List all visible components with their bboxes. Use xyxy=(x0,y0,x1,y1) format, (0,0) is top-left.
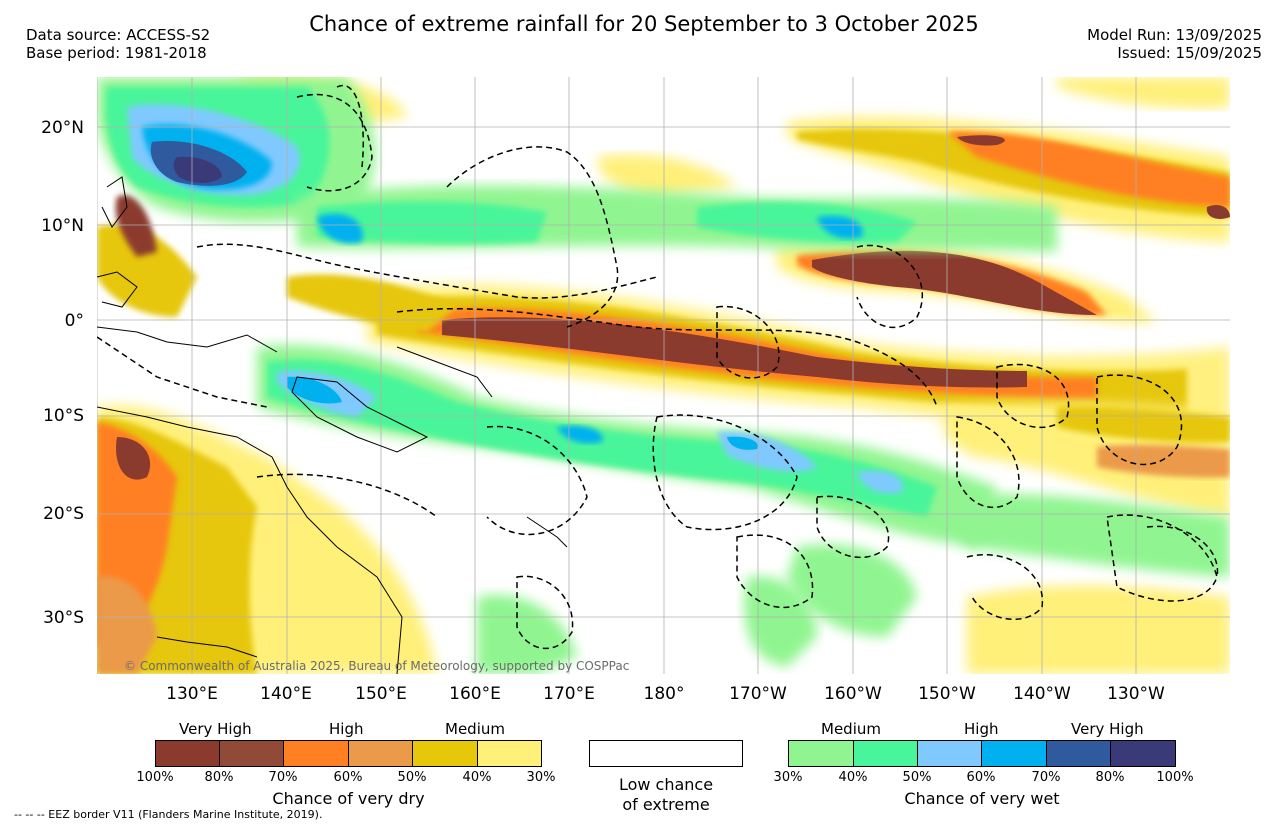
lon-label-170w: 170°W xyxy=(729,684,787,704)
dry-anomaly-layer xyxy=(97,77,1230,674)
rainfall-map-svg xyxy=(97,77,1230,674)
lat-label-10n: 10°N xyxy=(41,216,84,236)
wet-swatch-40-50 xyxy=(853,740,918,767)
lon-label-130w: 130°W xyxy=(1107,684,1165,704)
dry-swatch-50-40 xyxy=(412,740,478,767)
wet-tick-60: 60% xyxy=(966,770,996,785)
coastlines xyxy=(97,176,568,674)
dry-tick-80: 80% xyxy=(204,770,234,785)
dry-legend-caption: Chance of very dry xyxy=(272,789,425,808)
lon-label-140w: 140°W xyxy=(1013,684,1071,704)
wet-heading-high: High xyxy=(964,720,999,738)
wet-legend-caption: Chance of very wet xyxy=(904,789,1060,808)
map-title: Chance of extreme rainfall for 20 Septem… xyxy=(309,12,979,36)
lon-label-170e: 170°E xyxy=(543,684,595,704)
rainfall-map xyxy=(97,77,1230,674)
dry-tick-100: 100% xyxy=(136,770,174,785)
wet-swatch-70-80 xyxy=(1046,740,1111,767)
dry-swatch-100-80 xyxy=(155,740,220,767)
lon-label-150e: 150°E xyxy=(355,684,407,704)
wet-heading-medium: Medium xyxy=(821,720,881,738)
wet-heading-very-high: Very High xyxy=(1071,720,1144,738)
lat-label-20s: 20°S xyxy=(43,504,84,524)
eez-footnote: -- -- -- EEZ border V11 (Flanders Marine… xyxy=(14,808,323,821)
dry-tick-40: 40% xyxy=(462,770,492,785)
low-chance-caption: Low chance of extreme xyxy=(589,775,743,815)
wet-swatch-50-60 xyxy=(917,740,982,767)
dry-swatch-80-70 xyxy=(219,740,284,767)
dry-heading-very-high: Very High xyxy=(179,720,252,738)
model-run-info: Model Run: 13/09/2025 Issued: 15/09/2025 xyxy=(1087,26,1262,62)
issued-text: Issued: 15/09/2025 xyxy=(1117,44,1262,62)
data-source-info: Data source: ACCESS-S2 Base period: 1981… xyxy=(26,26,210,62)
lon-label-150w: 150°W xyxy=(918,684,976,704)
wet-swatch-60-70 xyxy=(981,740,1047,767)
dry-swatch-70-60 xyxy=(283,740,349,767)
model-run-text: Model Run: 13/09/2025 xyxy=(1087,26,1262,44)
wet-tick-30: 30% xyxy=(773,770,803,785)
lon-label-160e: 160°E xyxy=(449,684,501,704)
wet-swatch-80-100 xyxy=(1110,740,1176,767)
data-source-text: Data source: ACCESS-S2 xyxy=(26,26,211,44)
lat-label-20n: 20°N xyxy=(41,118,84,138)
low-chance-line1: Low chance xyxy=(618,775,714,794)
wet-tick-100: 100% xyxy=(1156,770,1194,785)
copyright-notice: © Commonwealth of Australia 2025, Bureau… xyxy=(124,659,630,673)
low-chance-line2: of extreme xyxy=(622,795,710,814)
lon-label-160w: 160°W xyxy=(824,684,882,704)
lat-label-0: 0° xyxy=(64,311,84,331)
wet-swatch-30-40 xyxy=(788,740,854,767)
wet-tick-50: 50% xyxy=(902,770,932,785)
dry-heading-medium: Medium xyxy=(445,720,505,738)
graticule xyxy=(97,77,1230,674)
lat-label-10s: 10°S xyxy=(43,406,84,426)
wet-tick-40: 40% xyxy=(838,770,868,785)
low-chance-swatch xyxy=(589,740,743,767)
lon-label-130e: 130°E xyxy=(166,684,218,704)
dry-heading-high: High xyxy=(329,720,364,738)
wet-tick-80: 80% xyxy=(1095,770,1125,785)
dry-tick-60: 60% xyxy=(333,770,363,785)
dry-tick-70: 70% xyxy=(268,770,298,785)
lat-label-30s: 30°S xyxy=(43,608,84,628)
lon-label-140e: 140°E xyxy=(260,684,312,704)
base-period-text: Base period: 1981-2018 xyxy=(26,44,207,62)
dry-tick-50: 50% xyxy=(397,770,427,785)
dry-swatch-60-50 xyxy=(348,740,413,767)
dry-swatch-40-30 xyxy=(477,740,542,767)
wet-anomaly-layer xyxy=(97,77,1230,674)
lon-label-180: 180° xyxy=(643,684,685,704)
dry-tick-30: 30% xyxy=(526,770,556,785)
eez-borders xyxy=(97,84,1219,649)
wet-tick-70: 70% xyxy=(1031,770,1061,785)
